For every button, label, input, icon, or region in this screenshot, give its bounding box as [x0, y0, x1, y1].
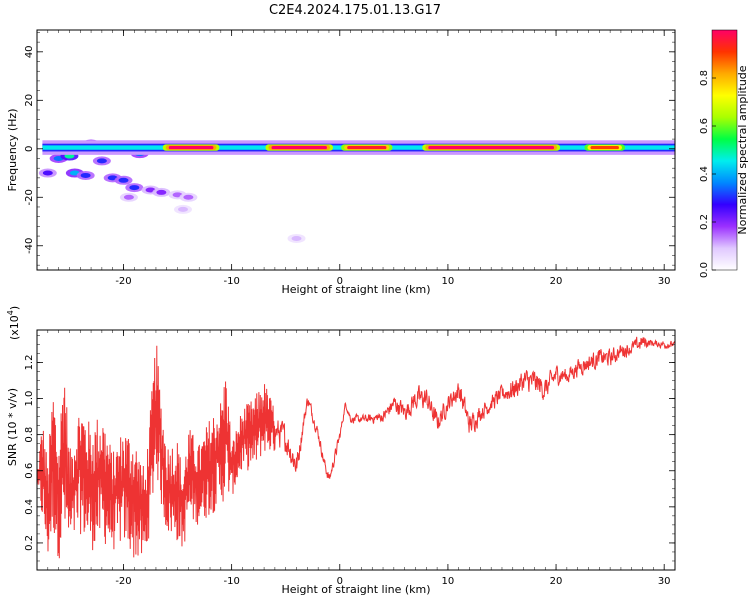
snr-x-tick-label: -20	[115, 576, 131, 587]
colorbar-tick-label: 0.6	[699, 118, 710, 134]
spectrogram-blob	[114, 175, 133, 185]
colorbar-label: Normalized spectral amplitude	[736, 65, 749, 234]
snr-x-label: Height of straight line (km)	[281, 583, 430, 596]
spectrogram-y-tick-label: 40	[24, 45, 35, 58]
snr-y-tick-label: 0.6	[24, 463, 35, 479]
spectrogram-y-tick-label: 20	[24, 94, 35, 107]
colorbar-gradient	[711, 29, 738, 271]
spectrogram-blob	[173, 204, 192, 214]
spectrogram-x-tick-label: 0	[337, 276, 343, 287]
snr-frame	[36, 329, 676, 571]
ridge-peak-segment	[265, 144, 333, 151]
spectrogram-panel: -20 -10 0 10 20 30 -40 -20 0 20 40 Height of stra…	[6, 29, 676, 296]
spectrogram-blob	[76, 170, 95, 180]
snr-series-line	[37, 336, 675, 559]
ridge-peak-segment	[341, 144, 393, 151]
snr-x-tick-label: 20	[550, 576, 563, 587]
snr-x-ticks: -20 -10 0 10 20 30	[47, 330, 676, 587]
spectrogram-x-tick-label: 20	[550, 276, 563, 287]
snr-y-tick-label: 1.2	[24, 355, 35, 371]
snr-y-multiplier: (x104)	[6, 306, 21, 340]
snr-x-tick-label: 30	[658, 576, 671, 587]
colorbar-ticks: 0.0 0.2 0.4 0.6 0.8	[699, 70, 716, 278]
spectrogram-blob	[38, 168, 57, 178]
figure-title: C2E4.2024.175.01.13.G17	[269, 3, 441, 18]
spectrogram-blob	[125, 183, 144, 193]
spectrogram-frame	[36, 29, 676, 271]
colorbar-tick-label: 0.8	[699, 70, 710, 86]
colorbar-tick-label: 0.0	[699, 262, 710, 278]
ridge-peak-segment	[422, 144, 561, 151]
colorbar-tick-label: 0.2	[699, 214, 710, 230]
snr-y-label: SNR (10 * v/v)	[6, 388, 19, 466]
snr-y-tick-label: 1.0	[24, 391, 35, 407]
snr-y-tick-label: 0.4	[24, 499, 35, 515]
ridge-peak-segment	[162, 144, 220, 151]
spectrogram-blob	[287, 233, 306, 243]
snr-x-tick-label: -10	[223, 576, 239, 587]
spectrogram-y-tick-label: 0	[24, 146, 35, 152]
spectrogram-x-tick-label: 30	[658, 276, 671, 287]
snr-x-tick-label: 0	[337, 576, 343, 587]
snr-x-tick-label: 10	[442, 576, 455, 587]
spectrogram-x-ticks: -20 -10 0 10 20 30	[47, 30, 676, 287]
spectrogram-blob	[179, 192, 198, 202]
ridge-peak-segment	[584, 144, 625, 151]
spectrogram-y-tick-label: -40	[24, 238, 35, 254]
snr-y-ticks: 0.2 0.4 0.6 0.8 1.0 1.2	[24, 335, 675, 562]
spectrogram-data	[38, 139, 675, 243]
colorbar: 0.0 0.2 0.4 0.6 0.8 Normalized spectral ampl…	[699, 29, 749, 278]
spectrogram-y-label: Frequency (Hz)	[6, 109, 19, 192]
snr-y-tick-label: 0.2	[24, 535, 35, 551]
snr-y-tick-label: 0.8	[24, 427, 35, 443]
spectrogram-x-tick-label: -10	[223, 276, 239, 287]
spectrogram-x-tick-label: -20	[115, 276, 131, 287]
spectrogram-blob	[92, 156, 111, 166]
spectrogram-y-tick-label: -20	[24, 189, 35, 205]
spectrogram-x-tick-label: 10	[442, 276, 455, 287]
spectrogram-y-ticks: -40 -20 0 20 40	[24, 32, 675, 266]
colorbar-tick-label: 0.4	[699, 166, 710, 182]
spectrogram-x-label: Height of straight line (km)	[281, 283, 430, 296]
snr-panel: -20 -10 0 10 20 30 0.2 0.4 0.6 0.8 1.0 1.2 Height …	[6, 306, 676, 596]
spectrogram-blob	[119, 192, 138, 202]
spectrogram-blob	[152, 187, 171, 197]
